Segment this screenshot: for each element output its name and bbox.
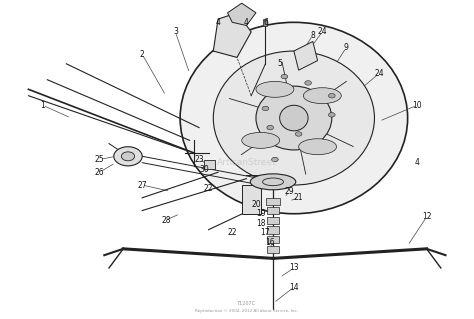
Text: ArtisanStreet: ArtisanStreet [217,158,276,167]
Bar [263,19,267,26]
Circle shape [121,152,135,161]
Ellipse shape [303,88,341,104]
Circle shape [328,113,335,117]
Circle shape [328,93,335,98]
Ellipse shape [256,81,294,97]
Text: 12: 12 [422,212,431,221]
Ellipse shape [280,105,308,131]
Ellipse shape [256,86,332,150]
Circle shape [305,81,311,85]
Text: 17: 17 [261,228,270,237]
Circle shape [281,74,288,79]
Text: 14: 14 [289,283,299,292]
Ellipse shape [213,51,374,185]
Polygon shape [294,41,318,70]
Circle shape [267,125,273,130]
Text: 29: 29 [284,187,294,196]
Text: 18: 18 [256,219,265,228]
Bar [267,246,279,253]
Text: 8: 8 [310,31,315,40]
Text: 22: 22 [204,184,213,193]
Bar [267,217,279,224]
Circle shape [262,106,269,111]
Bar [267,226,279,234]
Polygon shape [213,13,251,57]
Text: 13: 13 [289,263,299,272]
Text: 21: 21 [294,193,303,202]
Ellipse shape [242,132,280,148]
Text: 4: 4 [244,18,249,27]
Text: 1: 1 [40,101,45,110]
Bar [204,160,215,169]
Bar [267,236,279,243]
Text: 6: 6 [263,18,268,27]
Text: 5: 5 [277,59,282,68]
Text: 19: 19 [256,209,265,218]
Polygon shape [228,3,256,26]
Bar [266,198,280,205]
Text: 16: 16 [265,238,275,247]
Text: 10: 10 [412,101,422,110]
Circle shape [272,157,278,162]
Text: 4: 4 [216,18,220,27]
Text: 22: 22 [228,228,237,237]
Text: 23: 23 [194,155,204,164]
Text: 9: 9 [344,43,348,52]
Text: 24: 24 [374,69,384,78]
Ellipse shape [250,174,296,190]
Text: 4: 4 [415,158,419,167]
Text: 2: 2 [140,50,145,59]
Text: 24: 24 [318,27,327,36]
Text: Reproduction © 2004, 2012 All about Service, Inc.: Reproduction © 2004, 2012 All about Serv… [195,309,298,313]
Circle shape [114,147,142,166]
Bar [267,207,279,214]
Text: 30: 30 [199,165,209,174]
Text: 71207C: 71207C [237,300,256,306]
Ellipse shape [180,22,408,214]
Ellipse shape [299,139,337,155]
Text: 28: 28 [161,216,171,225]
Text: 20: 20 [251,200,261,209]
Text: 25: 25 [95,155,104,164]
Text: 27: 27 [137,181,147,189]
Text: 3: 3 [173,27,178,36]
Text: 26: 26 [95,168,104,177]
Bar [242,185,261,214]
Circle shape [295,132,302,136]
